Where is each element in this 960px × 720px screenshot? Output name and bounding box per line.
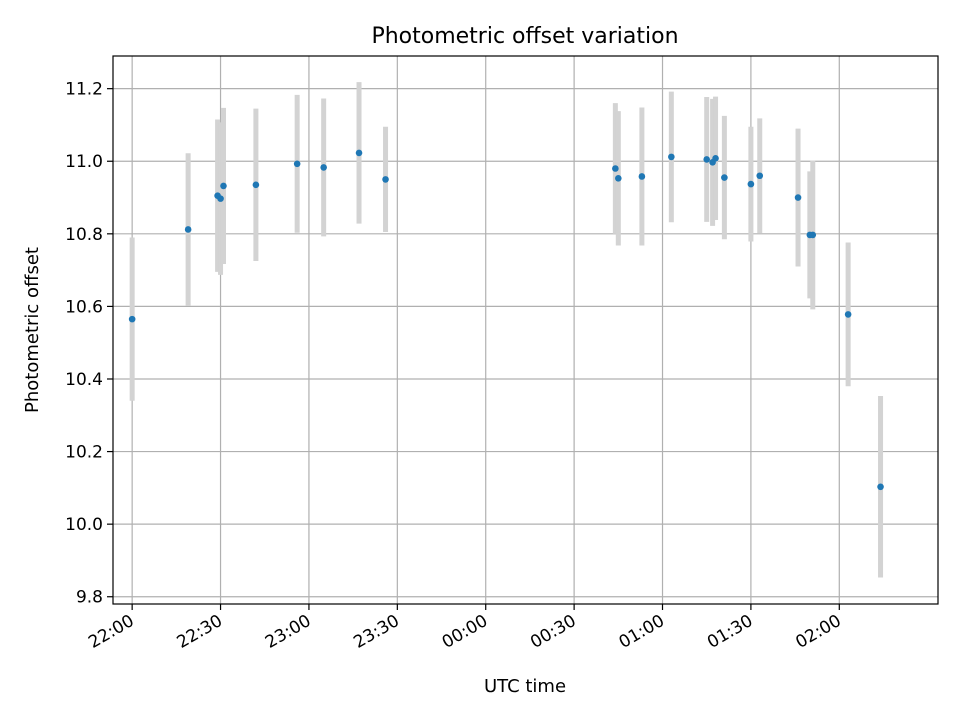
data-point (320, 164, 327, 171)
data-point (184, 226, 192, 233)
x-tick-label: 00:00 (439, 611, 491, 653)
grid-layer (113, 56, 938, 604)
data-point (712, 155, 719, 162)
y-axis-label: Photometric offset (22, 247, 43, 413)
chart-title: Photometric offset variation (371, 24, 678, 49)
data-point (668, 153, 675, 161)
data-point (638, 173, 646, 180)
data-point (844, 311, 852, 318)
data-point (382, 176, 389, 183)
x-tick-label: 23:30 (350, 611, 402, 653)
y-tick-label: 11.2 (65, 80, 103, 100)
y-tick-label: 10.4 (65, 370, 103, 390)
data-point (128, 315, 136, 323)
errorbar-layer (129, 82, 884, 578)
data-point (252, 181, 260, 189)
y-tick-label: 10.8 (65, 225, 103, 245)
plot-frame (112, 55, 939, 605)
x-tick-label: 00:30 (527, 611, 579, 653)
data-point (721, 174, 728, 181)
data-point (612, 165, 619, 172)
data-point (809, 231, 817, 239)
y-axis-ticks: 9.8 10.0 10.2 10.4 10.6 10.8 11.0 11.2 (65, 80, 113, 608)
x-tick-label: 02:00 (792, 611, 844, 653)
data-point (703, 156, 711, 163)
data-point (220, 182, 227, 190)
x-tick-label: 01:30 (704, 611, 756, 653)
x-tick-label: 22:30 (174, 611, 226, 653)
y-tick-label: 9.8 (76, 588, 103, 608)
x-axis-label: UTC time (484, 676, 566, 697)
data-point (747, 180, 755, 188)
y-tick-label: 11.0 (65, 152, 103, 172)
data-point (615, 175, 622, 182)
data-point (355, 149, 363, 157)
x-tick-label: 22:00 (85, 611, 137, 653)
data-point-layer (128, 149, 884, 491)
x-tick-label: 23:00 (262, 611, 314, 653)
x-axis-ticks: 22:00 22:30 23:00 23:30 00:00 00:30 01:00 01:30… (85, 604, 845, 653)
y-tick-label: 10.0 (65, 515, 103, 535)
data-point (293, 160, 301, 168)
data-point (794, 194, 802, 201)
x-tick-label: 01:00 (616, 611, 668, 653)
y-tick-label: 10.2 (65, 443, 103, 463)
data-point (756, 172, 764, 180)
data-point (217, 195, 224, 202)
y-tick-label: 10.6 (65, 297, 103, 317)
data-point (877, 483, 884, 491)
